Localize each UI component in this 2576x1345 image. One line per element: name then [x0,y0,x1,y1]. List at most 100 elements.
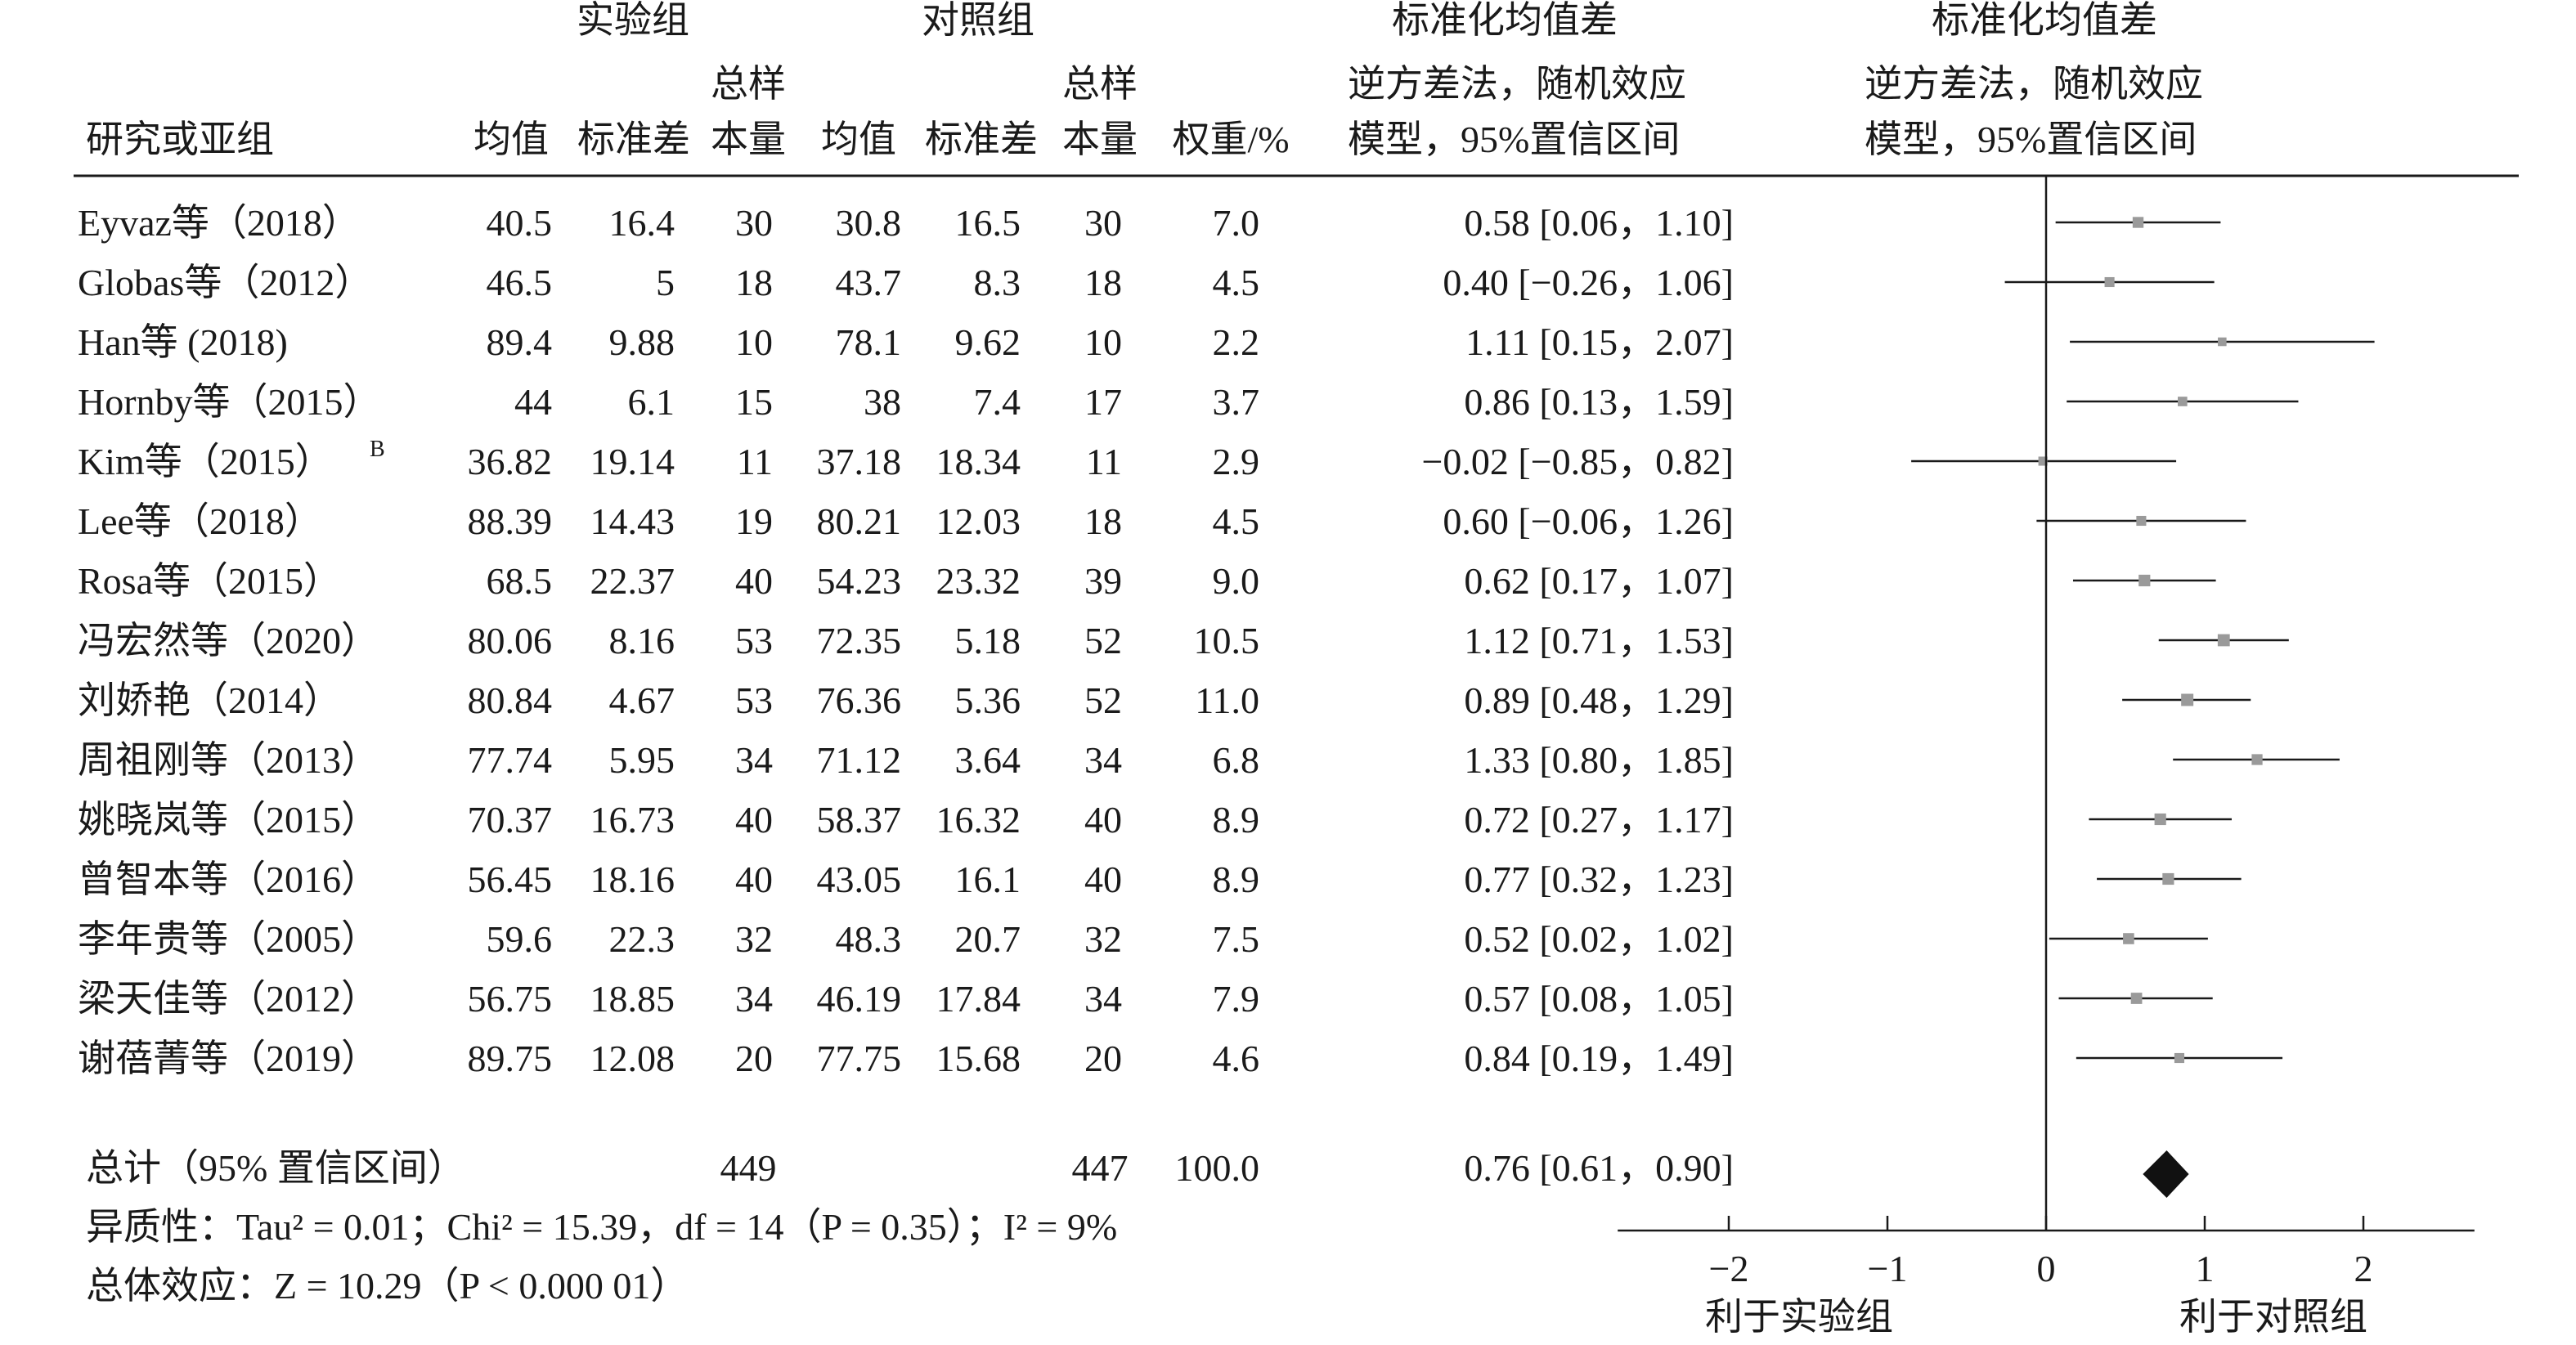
study-sd-ctrl: 5.18 [955,620,1021,661]
study-sd-exp: 4.67 [609,679,675,721]
study-name: Han等 (2018) [78,321,288,363]
header-effect: 标准化均值差 [1392,0,1618,41]
study-sd-ctrl: 7.4 [974,381,1021,423]
header-sd-1: 标准差 [577,119,690,160]
study-name-superscript: B [370,437,385,462]
study-n-exp: 53 [735,620,773,661]
study-mean-exp: 56.75 [468,978,553,1020]
study-name: 周祖刚等（2013） [78,739,379,781]
study-weight: 7.9 [1213,978,1260,1020]
study-mean-exp: 89.75 [468,1038,553,1079]
study-n-ctrl: 52 [1084,620,1122,661]
study-n-ctrl: 18 [1084,500,1122,542]
header-total-bottom-2: 本量 [1062,119,1138,160]
study-n-exp: 11 [737,441,773,482]
study-sd-exp: 16.4 [609,202,675,244]
study-mean-ctrl: 30.8 [836,202,902,244]
study-n-exp: 40 [735,560,773,602]
study-weight: 11.0 [1195,679,1259,721]
study-n-exp: 30 [735,202,773,244]
study-mean-ctrl: 80.21 [817,500,902,542]
study-ci: 1.12 [0.71，1.53] [1464,620,1734,661]
study-weight: 8.9 [1213,799,1260,841]
study-sd-exp: 12.08 [590,1038,675,1079]
axis-tick-label: 2 [2354,1248,2373,1289]
header-sd-2: 标准差 [925,119,1038,160]
pooled-diamond [2143,1150,2189,1198]
point-estimate-square [2178,397,2188,406]
study-weight: 4.6 [1213,1038,1260,1079]
point-estimate-square [2218,337,2227,347]
study-mean-exp: 80.84 [468,679,553,721]
study-sd-ctrl: 18.34 [936,441,1021,482]
study-ci: 0.72 [0.27，1.17] [1464,799,1734,841]
study-name: 冯宏然等（2020） [78,620,379,661]
heterogeneity-text: 异质性：Tau² = 0.01；Chi² = 15.39，df = 14（P =… [86,1206,1117,1248]
header-total-top-1: 总样 [711,63,786,105]
study-mean-exp: 36.82 [468,441,553,482]
study-ci: 0.89 [0.48，1.29] [1464,679,1734,721]
point-estimate-square [2123,933,2134,944]
study-sd-ctrl: 15.68 [936,1038,1021,1079]
overall-effect-text: 总体效应：Z = 10.29（P < 0.000 01） [86,1265,688,1307]
axis-left-label: 利于实验组 [1705,1296,1893,1338]
study-n-ctrl: 32 [1084,918,1122,960]
point-estimate-square [2104,276,2115,288]
study-sd-ctrl: 23.32 [936,560,1021,602]
study-name: 谢蓓菁等（2019） [78,1038,379,1079]
study-sd-exp: 8.16 [609,620,675,661]
study-sd-ctrl: 3.64 [955,739,1021,781]
study-name: Eyvaz等（2018） [78,202,360,244]
study-mean-ctrl: 38 [864,381,901,423]
study-weight: 3.7 [1213,381,1260,423]
study-ci: −0.02 [−0.85，0.82] [1421,441,1734,482]
study-sd-ctrl: 17.84 [936,978,1021,1020]
study-sd-exp: 18.85 [590,978,675,1020]
study-name: 曾智本等（2016） [78,859,379,900]
study-name: 梁天佳等（2012） [78,978,379,1020]
study-n-exp: 15 [735,381,773,423]
study-name: 李年贵等（2005） [78,918,379,960]
total-ci: 0.76 [0.61，0.90] [1464,1147,1734,1189]
study-ci: 0.58 [0.06，1.10] [1464,202,1734,244]
study-ci: 0.62 [0.17，1.07] [1464,560,1734,602]
point-estimate-square [2162,872,2174,885]
study-ci: 0.77 [0.32，1.23] [1464,859,1734,900]
header-plot-method-2: 模型，95%置信区间 [1865,119,2197,160]
study-mean-exp: 80.06 [468,620,553,661]
header-group1: 实验组 [577,0,689,41]
study-sd-exp: 14.43 [590,500,675,542]
study-mean-exp: 77.74 [468,739,553,781]
study-mean-ctrl: 76.36 [817,679,902,721]
study-n-exp: 10 [735,321,773,363]
study-weight: 4.5 [1213,262,1260,303]
point-estimate-square [2251,754,2263,765]
study-ci: 0.60 [−0.06，1.26] [1443,500,1734,542]
x-axis: −2 −1 0 1 2 [1618,1216,2475,1289]
study-name: Lee等（2018） [78,500,322,542]
study-n-ctrl: 34 [1084,739,1122,781]
point-estimate-square [2136,515,2147,527]
study-weight: 7.5 [1213,918,1260,960]
total-weight: 100.0 [1175,1147,1260,1189]
header-method-2: 模型，95%置信区间 [1348,119,1680,160]
study-ci: 0.86 [0.13，1.59] [1464,381,1734,423]
study-n-ctrl: 52 [1084,679,1122,721]
study-sd-ctrl: 9.62 [955,321,1021,363]
total-n1: 449 [720,1147,777,1189]
study-name: Rosa等（2015） [78,560,341,602]
study-ci: 0.84 [0.19，1.49] [1464,1038,1734,1079]
study-ci: 0.52 [0.02，1.02] [1464,918,1734,960]
study-n-exp: 53 [735,679,773,721]
point-estimate-square [2138,574,2151,587]
study-sd-exp: 5 [656,262,675,303]
study-n-ctrl: 11 [1086,441,1122,482]
study-n-exp: 40 [735,799,773,841]
header-mean-1: 均值 [473,119,549,160]
study-mean-exp: 70.37 [468,799,553,841]
study-n-ctrl: 30 [1084,202,1122,244]
study-weight: 9.0 [1213,560,1260,602]
plot-marks [1911,176,2375,1231]
study-sd-exp: 16.73 [590,799,675,841]
study-sd-ctrl: 12.03 [936,500,1021,542]
